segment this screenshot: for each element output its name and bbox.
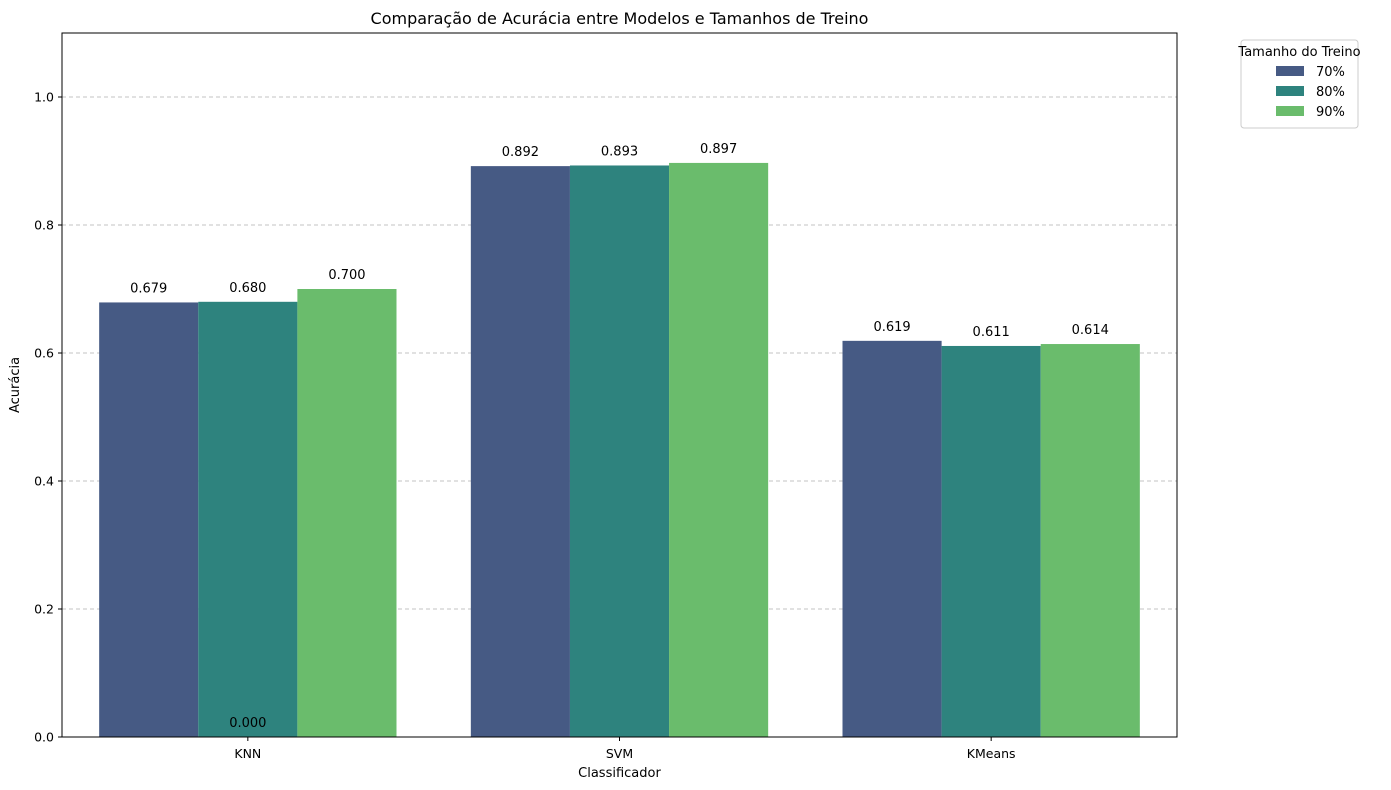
- y-tick-label: 0.2: [34, 602, 54, 617]
- y-tick-label: 1.0: [34, 90, 54, 105]
- bar-knn-80: [198, 301, 298, 737]
- legend-label: 70%: [1316, 65, 1345, 80]
- bar-knn-90: [297, 289, 397, 737]
- legend: Tamanho do Treino 70% 80% 90%: [1237, 39, 1361, 129]
- bar-knn-70: [99, 302, 199, 737]
- bar-kmeans-70: [842, 340, 942, 737]
- bar-value-label: 0.700: [328, 268, 365, 283]
- y-tick-label: 0.4: [34, 474, 54, 489]
- bar-kmeans-90: [1040, 344, 1140, 737]
- baseline-value-label: 0.000: [229, 716, 266, 731]
- y-axis-label: Acurácia: [8, 357, 23, 413]
- legend-swatch: [1276, 106, 1304, 116]
- legend-label: 90%: [1316, 105, 1345, 120]
- x-axis-ticks: KNN SVM KMeans: [234, 737, 1016, 761]
- bar-value-label: 0.892: [502, 145, 539, 160]
- bar-value-label: 0.614: [1072, 323, 1109, 338]
- bars: [99, 162, 1140, 738]
- x-axis-label: Classificador: [578, 766, 661, 781]
- legend-swatch: [1276, 66, 1304, 76]
- x-tick-label: KMeans: [967, 746, 1016, 761]
- y-tick-label: 0.8: [34, 218, 54, 233]
- y-tick-label: 0.6: [34, 346, 54, 361]
- bar-value-label: 0.897: [700, 142, 737, 157]
- legend-swatch: [1276, 86, 1304, 96]
- y-tick-label: 0.0: [34, 730, 54, 745]
- y-axis-ticks: 0.0 0.2 0.4 0.6 0.8 1.0: [34, 90, 62, 745]
- bar-value-label: 0.611: [973, 325, 1010, 340]
- bar-svm-90: [669, 162, 769, 738]
- chart-title: Comparação de Acurácia entre Modelos e T…: [371, 9, 869, 28]
- bar-value-labels: 0.679 0.680 0.700 0.892 0.893 0.897 0.619 0.611…: [130, 142, 1109, 731]
- bar-svm-70: [470, 166, 570, 737]
- legend-label: 80%: [1316, 85, 1345, 100]
- legend-frame: [1240, 39, 1359, 129]
- bar-value-label: 0.619: [873, 320, 910, 335]
- bar-svm-80: [569, 165, 670, 738]
- x-tick-label: KNN: [234, 746, 261, 761]
- legend-title: Tamanho do Treino: [1237, 45, 1360, 60]
- legend-items: 70% 80% 90%: [1276, 65, 1345, 120]
- bar-value-label: 0.679: [130, 281, 167, 296]
- bar-kmeans-80: [941, 345, 1041, 737]
- bar-value-label: 0.893: [601, 144, 638, 159]
- x-tick-label: SVM: [606, 746, 633, 761]
- bar-value-label: 0.680: [229, 281, 266, 296]
